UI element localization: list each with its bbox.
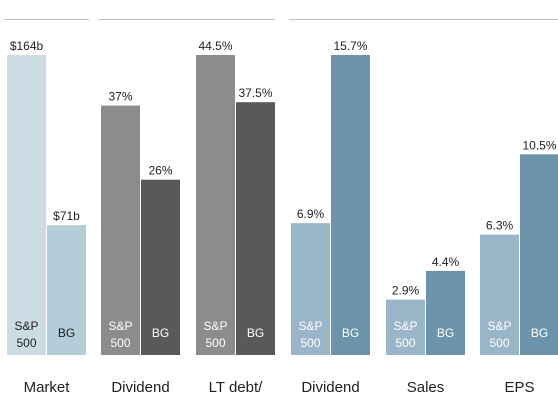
- bar-value-label: 15.7%: [333, 39, 367, 53]
- bar: [47, 225, 86, 355]
- bar-value-label: 44.5%: [198, 39, 232, 53]
- series-label: 500: [110, 336, 130, 350]
- series-label: 500: [205, 336, 225, 350]
- series-label: BG: [58, 326, 75, 340]
- series-label: BG: [342, 326, 359, 340]
- bar: [520, 154, 558, 355]
- bar-value-label: 37%: [108, 90, 132, 104]
- bar: [480, 234, 519, 355]
- bar-value-label: 6.9%: [297, 207, 325, 221]
- bar-value-label: 37.5%: [238, 86, 272, 100]
- bar: [7, 55, 46, 355]
- series-label: S&P: [393, 319, 417, 333]
- series-label: 500: [16, 336, 36, 350]
- category-label: Market: [24, 379, 71, 396]
- series-label: 500: [395, 336, 415, 350]
- category-label: Sales: [407, 379, 445, 396]
- category-label: EPS: [504, 379, 534, 396]
- bar: [236, 102, 275, 355]
- category-label: LT debt/: [209, 379, 263, 396]
- category-label: Dividend: [301, 379, 359, 396]
- series-label: BG: [531, 326, 548, 340]
- series-label: BG: [152, 326, 169, 340]
- bar-value-label: $71b: [53, 209, 80, 223]
- bar-value-label: 6.3%: [486, 219, 514, 233]
- series-label: S&P: [487, 319, 511, 333]
- series-label: 500: [300, 336, 320, 350]
- series-label: S&P: [298, 319, 322, 333]
- series-label: 500: [489, 336, 509, 350]
- bar: [331, 55, 370, 355]
- bar: [386, 299, 425, 355]
- bar-value-label: 4.4%: [432, 255, 460, 269]
- bar: [291, 223, 330, 355]
- series-label: BG: [437, 326, 454, 340]
- bar-value-label: $164b: [10, 39, 44, 53]
- category-label: Dividend: [111, 379, 169, 396]
- bar: [141, 179, 180, 355]
- bar-value-label: 2.9%: [392, 284, 420, 298]
- bar: [426, 270, 465, 355]
- bar: [196, 55, 235, 355]
- series-label: S&P: [108, 319, 132, 333]
- bar: [101, 105, 140, 355]
- series-label: S&P: [203, 319, 227, 333]
- series-label: BG: [247, 326, 264, 340]
- series-label: S&P: [14, 319, 38, 333]
- bar-value-label: 10.5%: [522, 138, 556, 152]
- bar-value-label: 26%: [148, 164, 172, 178]
